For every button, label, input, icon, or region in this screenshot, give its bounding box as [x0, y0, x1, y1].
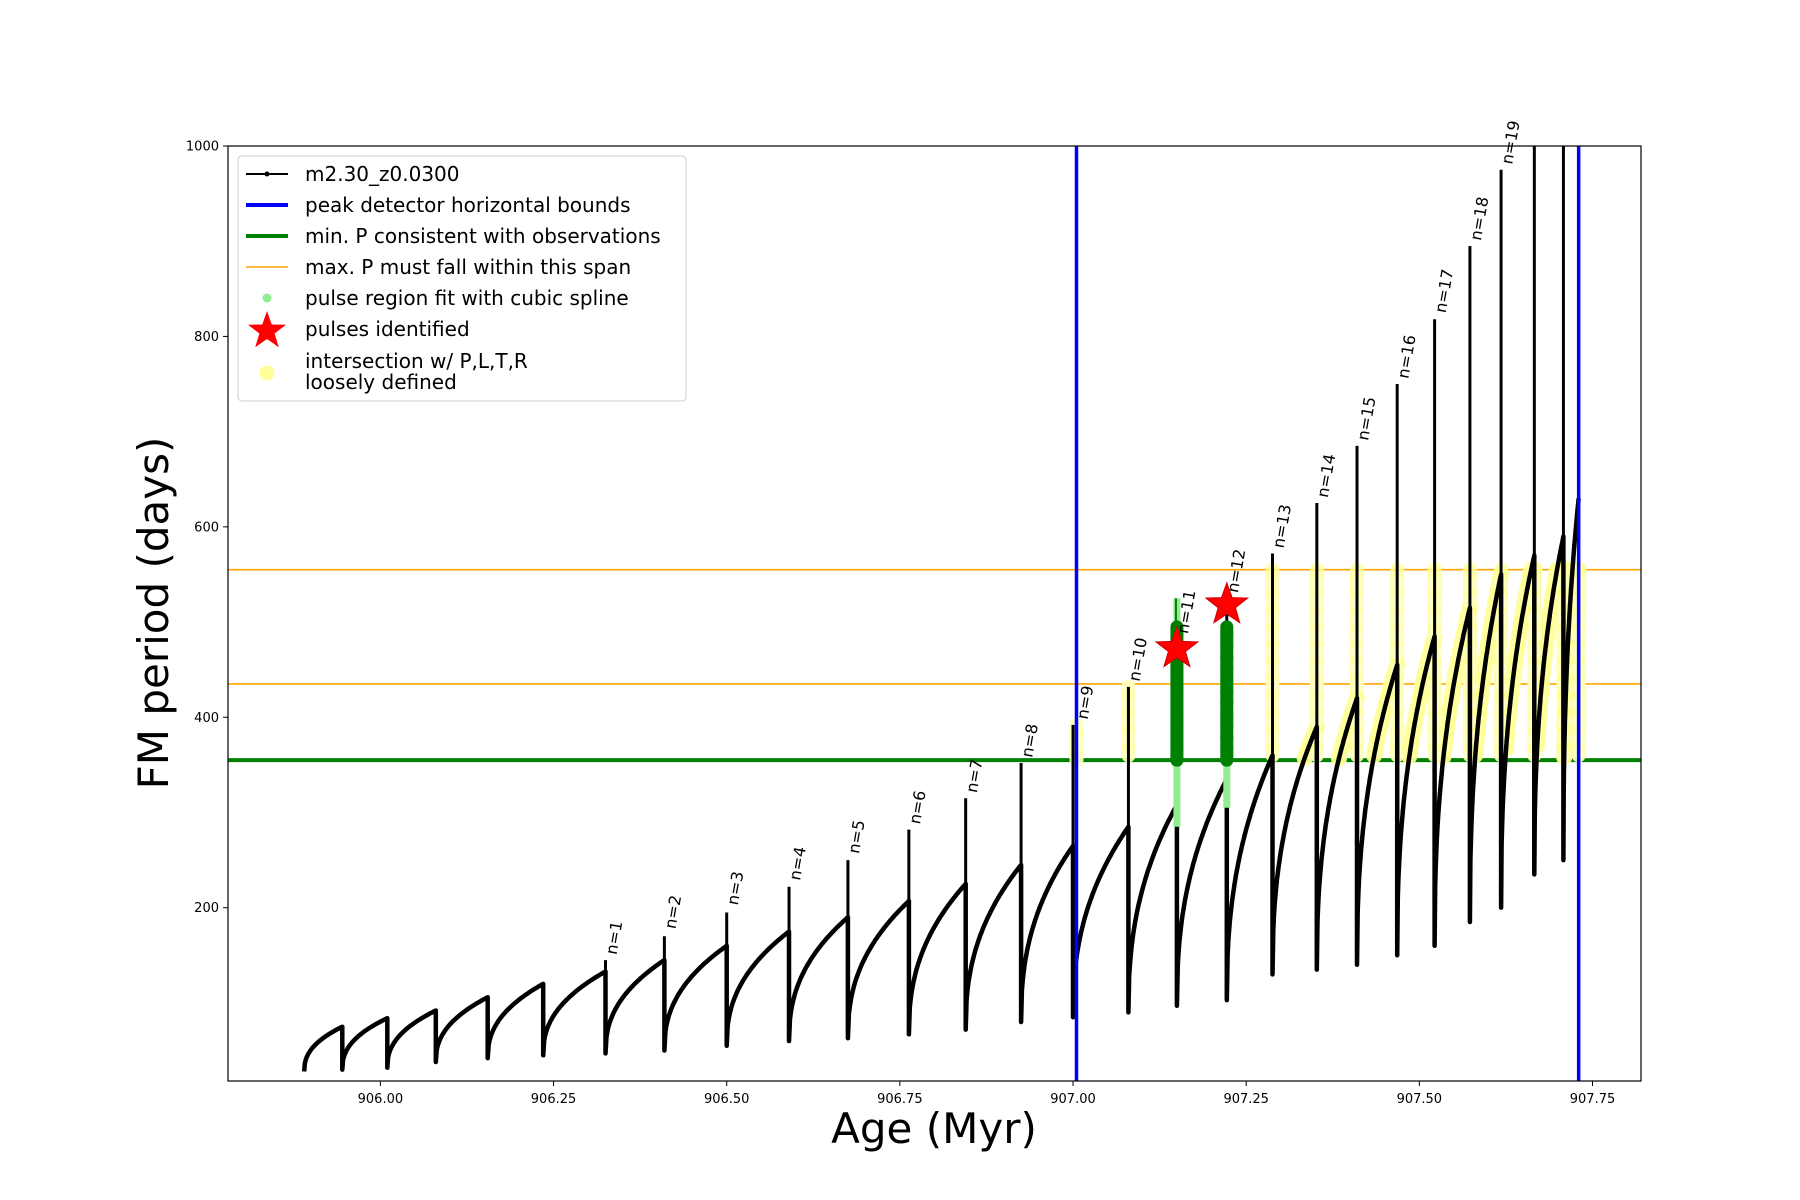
pulse-point [1170, 673, 1184, 687]
pulse-point [1220, 696, 1234, 710]
legend-label: min. P consistent with observations [305, 224, 661, 248]
pulse-point [1220, 730, 1234, 744]
pulse-point [1220, 742, 1234, 756]
legend-item: pulses identified [248, 311, 470, 348]
legend-item: m2.30_z0.0300 [246, 162, 460, 186]
pulse-point [1220, 639, 1234, 653]
pulse-point [1220, 650, 1234, 664]
pulse-point [1220, 685, 1234, 699]
y-tick-label: 600 [194, 520, 219, 535]
x-tick-label: 907.50 [1397, 1092, 1443, 1107]
y-tick-label: 200 [194, 901, 219, 916]
y-tick-label: 800 [194, 330, 219, 345]
x-tick-label: 906.25 [531, 1092, 577, 1107]
legend-swatch-star [248, 311, 286, 348]
legend-label: intersection w/ P,L,T,R [305, 349, 528, 373]
plot-frame [227, 145, 1642, 1082]
y-axis: 200 400 600 800 1000 [186, 140, 228, 916]
pulse-point [1220, 753, 1234, 767]
pulse-point [1170, 685, 1184, 699]
plot-data [228, 146, 1641, 1081]
pulse-point [1220, 719, 1234, 733]
legend-item: max. P must fall within this span [246, 255, 631, 279]
pulse-point [1170, 696, 1184, 710]
legend-label: pulse region fit with cubic spline [305, 286, 629, 310]
x-tick-label: 906.75 [877, 1092, 923, 1107]
pulse-point [1170, 730, 1184, 744]
x-axis: 906.00 906.25 906.50 906.75 907.00 907.25 907.… [358, 1081, 1616, 1107]
legend-label-line2: loosely defined [305, 370, 457, 394]
y-axis-title: FM period (days) [129, 437, 178, 790]
pulse-point [1220, 673, 1234, 687]
pulse-point [1220, 662, 1234, 676]
x-tick-label: 907.75 [1570, 1092, 1616, 1107]
legend-label: pulses identified [305, 317, 470, 341]
track-line [301, 498, 1581, 1072]
y-tick-label: 400 [194, 711, 219, 726]
pulse-point [1170, 707, 1184, 721]
legend-swatch-dot [259, 365, 275, 381]
pulse-star [1204, 581, 1250, 624]
pulse-point [1170, 742, 1184, 756]
legend-item: pulse region fit with cubic spline [262, 286, 629, 310]
legend-swatch-marker [264, 171, 270, 177]
x-tick-label: 906.50 [704, 1092, 750, 1107]
legend-label: max. P must fall within this span [305, 255, 631, 279]
legend-box [237, 155, 687, 402]
legend-swatch-dot [262, 293, 272, 303]
pulse-point [1170, 719, 1184, 733]
y-tick-label: 1000 [186, 140, 219, 155]
pulse-star [1154, 625, 1200, 668]
legend-item: min. P consistent with observations [246, 224, 661, 248]
legend-label: peak detector horizontal bounds [305, 193, 631, 217]
x-tick-label: 907.00 [1050, 1092, 1096, 1107]
x-axis-title: Age (Myr) [831, 1104, 1037, 1153]
pulse-point [1170, 753, 1184, 767]
x-tick-label: 907.25 [1223, 1092, 1269, 1107]
legend-item: peak detector horizontal bounds [246, 193, 631, 217]
pulse-point [1220, 707, 1234, 721]
legend-label: m2.30_z0.0300 [305, 162, 460, 186]
pulse-point [1170, 662, 1184, 676]
pulse-point [1220, 627, 1234, 641]
x-tick-label: 906.00 [358, 1092, 404, 1107]
